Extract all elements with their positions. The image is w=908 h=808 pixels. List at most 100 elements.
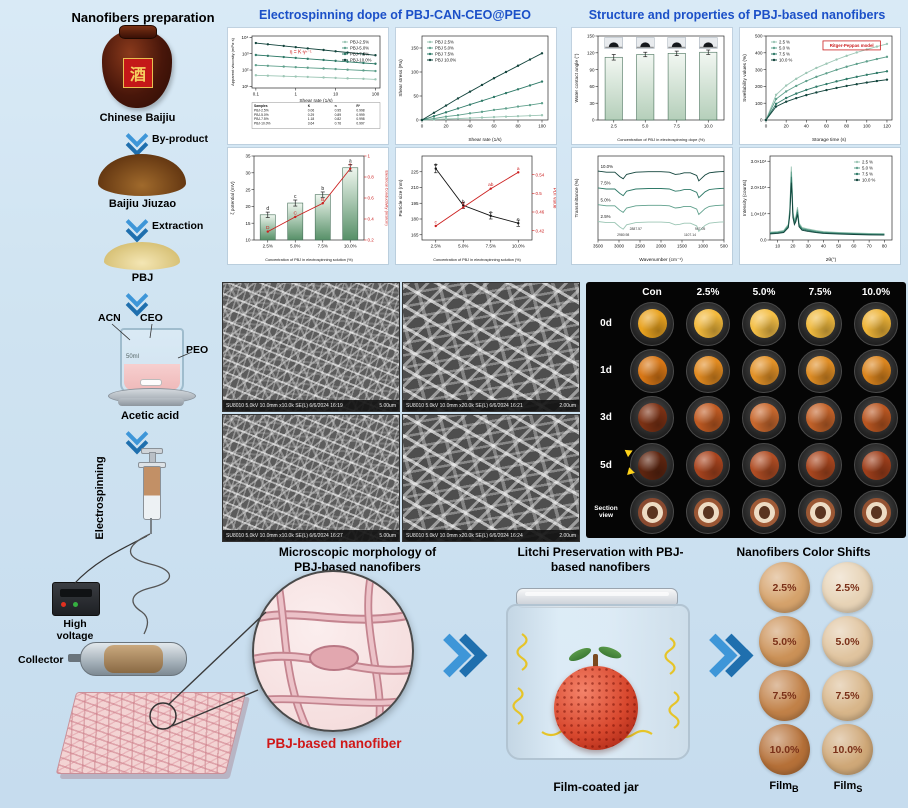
svg-text:0.8: 0.8	[368, 175, 375, 180]
svg-text:0.82: 0.82	[335, 117, 342, 121]
chart-shear-stress: 0 20 40 60 80 100 0 50 100 150 Shear rate (1/s) She…	[396, 28, 556, 144]
litchi-fruit	[637, 403, 667, 433]
litchi-fruit	[805, 450, 835, 480]
film-s-sub: S	[856, 784, 863, 795]
svg-text:1500: 1500	[677, 244, 688, 249]
svg-text:c: c	[490, 210, 493, 215]
svg-text:0.06: 0.06	[308, 108, 315, 112]
svg-text:Apparent viscosity (mPa·s): Apparent viscosity (mPa·s)	[230, 37, 235, 85]
color-circle-film-s: 5.0%	[822, 616, 873, 667]
svg-text:100: 100	[411, 70, 419, 75]
jar-caption: Film-coated jar	[553, 780, 639, 794]
svg-text:c: c	[294, 194, 297, 200]
svg-text:2.5%: 2.5%	[601, 214, 611, 219]
svg-text:0.4: 0.4	[368, 217, 375, 222]
svg-text:7.5: 7.5	[674, 124, 681, 129]
svg-text:PBJ 7.5%: PBJ 7.5%	[435, 52, 454, 57]
svg-text:3.0×10⁴: 3.0×10⁴	[751, 159, 767, 164]
litchi-dish	[854, 348, 898, 393]
color-circle-film-s: 2.5%	[822, 562, 873, 613]
litchi-dish	[686, 443, 730, 488]
litchi-section-view	[693, 497, 723, 527]
sem-title-line1: Microscopic morphology of	[278, 545, 437, 559]
litchi-fruit	[749, 309, 779, 339]
litchi-fruit	[637, 356, 667, 386]
svg-text:15: 15	[245, 221, 251, 226]
label-ceo: CEO	[140, 312, 163, 324]
collector-axle	[68, 654, 82, 662]
litchi-dish	[854, 395, 898, 440]
svg-text:35: 35	[245, 154, 251, 159]
litchi-photo-cell	[848, 489, 904, 536]
litchi-fruit	[805, 309, 835, 339]
color-shift-row: 5.0% 5.0%	[748, 616, 884, 667]
svg-text:500: 500	[755, 34, 763, 39]
svg-text:150: 150	[411, 46, 419, 51]
svg-text:20: 20	[790, 244, 796, 249]
color-circle-film-b: 10.0%	[759, 724, 810, 775]
litchi-fruit	[749, 450, 779, 480]
litchi-photo-cell	[848, 394, 904, 441]
sem-caption-text: SU8010 5.0kV 10.0mm x10.0k SE(L) 6/6/202…	[226, 532, 343, 539]
color-circle-label: 7.5%	[835, 689, 860, 702]
litchi-dish	[798, 443, 842, 488]
svg-text:Ritger-Peppas model: Ritger-Peppas model	[830, 43, 874, 48]
svg-text:0.89: 0.89	[335, 113, 342, 117]
litchi-dish	[630, 443, 674, 488]
litchi-col-header: Con	[642, 286, 662, 298]
litchi-photo-cell	[736, 394, 792, 441]
svg-text:1000: 1000	[698, 244, 709, 249]
baijiu-jar-illustration: 酒	[102, 25, 172, 108]
svg-text:10²: 10²	[242, 68, 249, 73]
litchi-section-title: Litchi Preservation with PBJ- based nano…	[498, 545, 703, 575]
litchi-section-view	[749, 497, 779, 527]
sem-fiber-texture	[223, 415, 399, 541]
svg-text:10: 10	[245, 238, 251, 243]
litchi-seed	[814, 505, 826, 519]
svg-text:PDI value: PDI value	[552, 188, 557, 209]
svg-text:PBJ 10.0%: PBJ 10.0%	[435, 58, 456, 63]
svg-text:2.5 %: 2.5 %	[862, 160, 873, 165]
litchi-photo-cell	[792, 394, 848, 441]
svg-text:5.0: 5.0	[642, 124, 649, 129]
svg-text:2887.57: 2887.57	[630, 227, 642, 231]
litchi-stem	[593, 654, 598, 669]
svg-text:c: c	[435, 221, 438, 226]
svg-text:C: C	[294, 210, 298, 216]
svg-text:10: 10	[775, 244, 781, 249]
jar-character: 酒	[129, 67, 146, 84]
svg-text:10.0%: 10.0%	[512, 244, 525, 249]
svg-text:2.5: 2.5	[611, 124, 618, 129]
svg-text:947.05: 947.05	[695, 227, 705, 231]
color-circle-label: 2.5%	[835, 581, 860, 594]
svg-text:2.5%: 2.5%	[263, 244, 273, 249]
litchi-dish	[798, 490, 842, 535]
litchi-photo-cell	[624, 347, 680, 394]
color-circle-label: 10.0%	[832, 743, 863, 756]
sem-title-line2: PBJ-based nanofibers	[294, 560, 421, 574]
svg-text:10³: 10³	[242, 51, 249, 56]
litchi-seed	[702, 505, 714, 519]
svg-text:10.0 %: 10.0 %	[779, 58, 793, 63]
svg-text:0.2: 0.2	[368, 238, 375, 243]
litchi-fruit	[749, 356, 779, 386]
litchi-photo-cell	[680, 347, 736, 394]
litchi-dish	[742, 443, 786, 488]
svg-text:50: 50	[836, 244, 842, 249]
litchi-photo-cell	[680, 442, 736, 489]
litchi-fruit	[637, 309, 667, 339]
syringe-illustration	[138, 448, 166, 538]
chevron-down-icon	[126, 288, 148, 312]
color-shift-row: 10.0% 10.0%	[748, 724, 884, 775]
sem-scale-bar: 5.00um	[379, 402, 396, 409]
svg-text:210: 210	[411, 185, 419, 190]
color-shift-row: 2.5% 2.5%	[748, 562, 884, 613]
sem-caption: SU8010 5.0kV 10.0mm x20.0k SE(L) 6/6/202…	[403, 530, 579, 541]
svg-text:40: 40	[804, 124, 810, 129]
svg-text:1: 1	[368, 154, 371, 159]
step-baijiu-jiuzao: Baijiu Jiuzao	[108, 198, 177, 210]
litchi-row-label: 1d	[600, 365, 612, 377]
litchi-fruit	[861, 356, 891, 386]
svg-text:10.0%: 10.0%	[601, 164, 614, 169]
sem-caption-text: SU8010 5.0kV 10.0mm x20.0k SE(L) 6/6/202…	[406, 402, 523, 409]
